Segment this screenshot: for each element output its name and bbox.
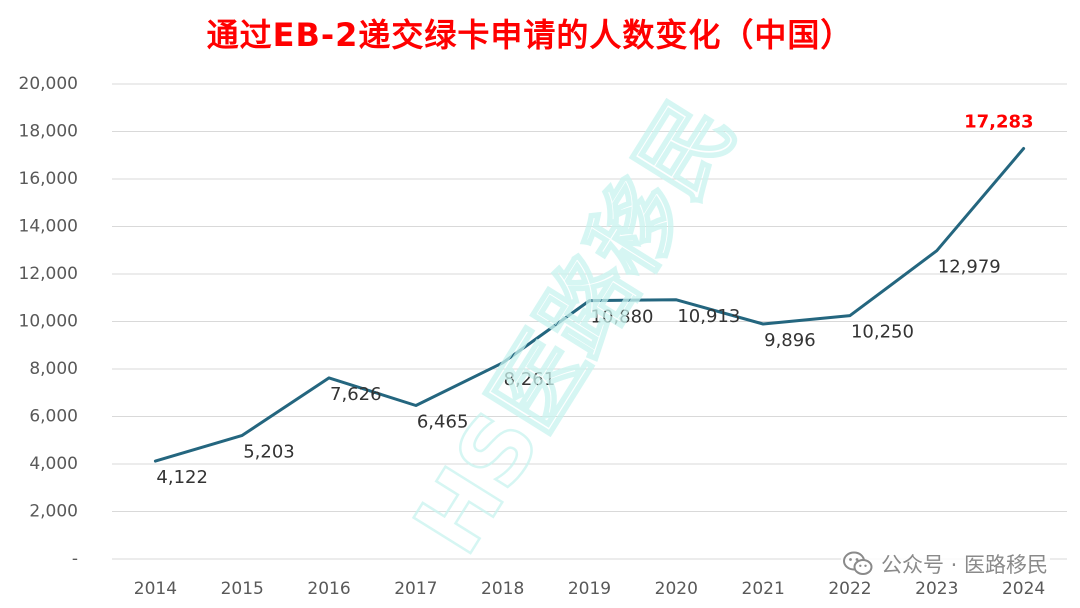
data-label: 7,626 [330, 384, 382, 405]
series-line [153, 147, 1026, 463]
data-label: 8,261 [504, 369, 556, 390]
x-tick-label: 2017 [394, 579, 437, 599]
data-label: 6,465 [417, 411, 469, 432]
y-tick-label: 18,000 [19, 122, 78, 142]
y-tick-label: 20,000 [19, 74, 78, 94]
y-tick-label: 2,000 [29, 502, 78, 522]
y-tick-label: 10,000 [19, 312, 78, 332]
data-label: 10,913 [677, 306, 740, 327]
x-tick-label: 2018 [481, 579, 524, 599]
y-tick-label: 4,000 [29, 454, 78, 474]
y-tick-label: 8,000 [29, 359, 78, 379]
x-tick-label: 2021 [742, 579, 785, 599]
y-tick-label: 6,000 [29, 407, 78, 427]
data-label: 17,283 [964, 112, 1033, 133]
chart-title: 通过EB-2递交绿卡申请的人数变化（中国） [206, 16, 854, 54]
x-tick-label: 2016 [307, 579, 350, 599]
y-tick-label: 14,000 [19, 217, 78, 237]
y-axis-ticks: - 2,000 4,000 6,000 8,000 10,000 12,000 14,000 1… [19, 74, 78, 569]
x-tick-label: 2014 [134, 579, 177, 599]
data-label: 9,896 [764, 330, 816, 351]
x-axis-ticks: 2014 2015 2016 2017 2018 2019 2020 2021 2022 2023… [134, 579, 1045, 599]
y-tick-label: 12,000 [19, 264, 78, 284]
x-tick-label: 2023 [915, 579, 958, 599]
data-label: 10,880 [591, 307, 654, 328]
gridlines [112, 83, 1067, 560]
wechat-icon [842, 551, 873, 575]
y-tick-label: 16,000 [19, 169, 78, 189]
x-tick-label: 2024 [1002, 579, 1045, 599]
x-tick-label: 2022 [828, 579, 871, 599]
y-tick-label: - [72, 549, 78, 569]
data-label: 4,122 [156, 467, 208, 488]
x-tick-label: 2015 [221, 579, 264, 599]
data-labels: 4,122 5,203 7,626 6,465 8,261 10,880 10,913 9,8… [156, 112, 1033, 489]
x-tick-label: 2019 [568, 579, 611, 599]
data-label: 10,250 [851, 322, 914, 343]
x-tick-label: 2020 [655, 579, 698, 599]
series-line-layer [153, 147, 1026, 463]
wechat-credit-text: 公众号 · 医路移民 [880, 553, 1048, 577]
data-label: 12,979 [938, 257, 1001, 278]
wechat-credit: 公众号 · 医路移民 [840, 548, 1050, 580]
data-label: 5,203 [243, 441, 295, 462]
